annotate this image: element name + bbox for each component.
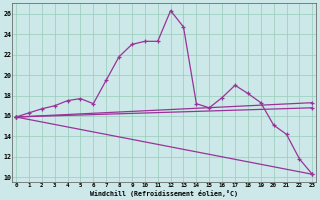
X-axis label: Windchill (Refroidissement éolien,°C): Windchill (Refroidissement éolien,°C)	[90, 190, 238, 197]
